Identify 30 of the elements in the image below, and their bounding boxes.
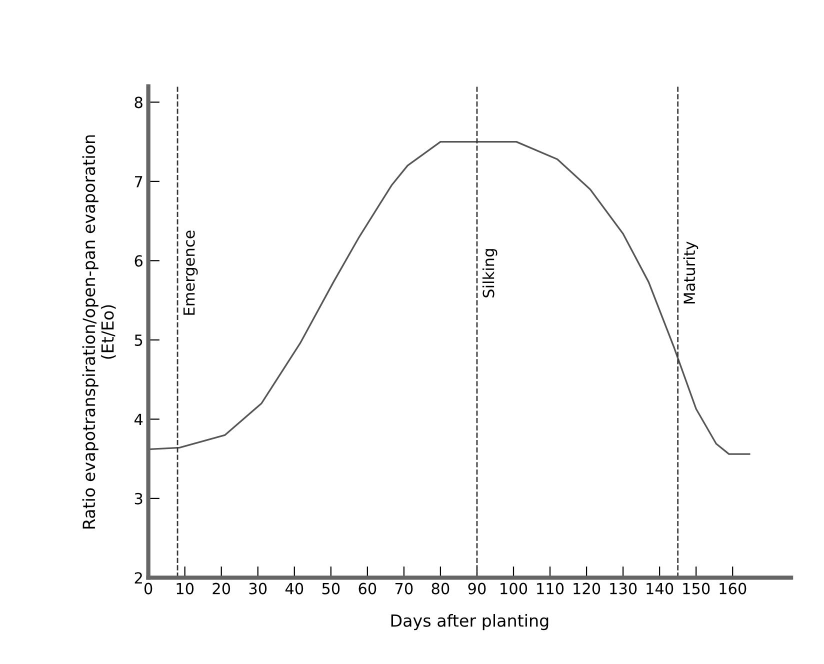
x-tick-label: 70 xyxy=(395,582,413,594)
y-tick-label: 7 xyxy=(134,176,142,188)
line-series xyxy=(148,140,750,455)
x-axis-title: Days after planting xyxy=(391,614,548,630)
x-tick-label: 100 xyxy=(500,582,528,594)
x-tick-label: 0 xyxy=(144,582,152,594)
x-tick-label: 50 xyxy=(322,582,340,594)
y-axis-title: Ratio evapotranspiration/open-pan evaporation (Et/Eo) xyxy=(82,135,116,528)
x-tick-label: 30 xyxy=(249,582,267,594)
x-tick-label: 160 xyxy=(720,582,746,594)
x-tick-label: 130 xyxy=(610,582,637,594)
y-tick-label: 3 xyxy=(134,492,142,504)
y-tick-label: 4 xyxy=(134,414,143,425)
y-tick-label: 2 xyxy=(134,572,142,584)
x-tick-label: 140 xyxy=(646,582,674,594)
ref-line-label: Emergence xyxy=(183,230,198,315)
ref-line-label: Silking xyxy=(482,249,498,298)
x-tick-label: 20 xyxy=(212,582,230,594)
ref-line-label: Maturity xyxy=(683,242,698,304)
y-tick-label: 5 xyxy=(134,334,142,346)
x-tick-label: 110 xyxy=(537,582,564,594)
x-tick-label: 40 xyxy=(285,582,304,594)
y-tick-label: 8 xyxy=(134,96,142,108)
x-tick-label: 90 xyxy=(468,582,486,594)
x-tick-label: 120 xyxy=(574,582,600,594)
x-tick-label: 10 xyxy=(176,582,194,594)
x-tick-label: 80 xyxy=(432,582,450,594)
x-tick-label: 60 xyxy=(358,582,376,594)
y-tick-label: 6 xyxy=(134,255,142,267)
x-tick-label: 150 xyxy=(683,582,710,594)
